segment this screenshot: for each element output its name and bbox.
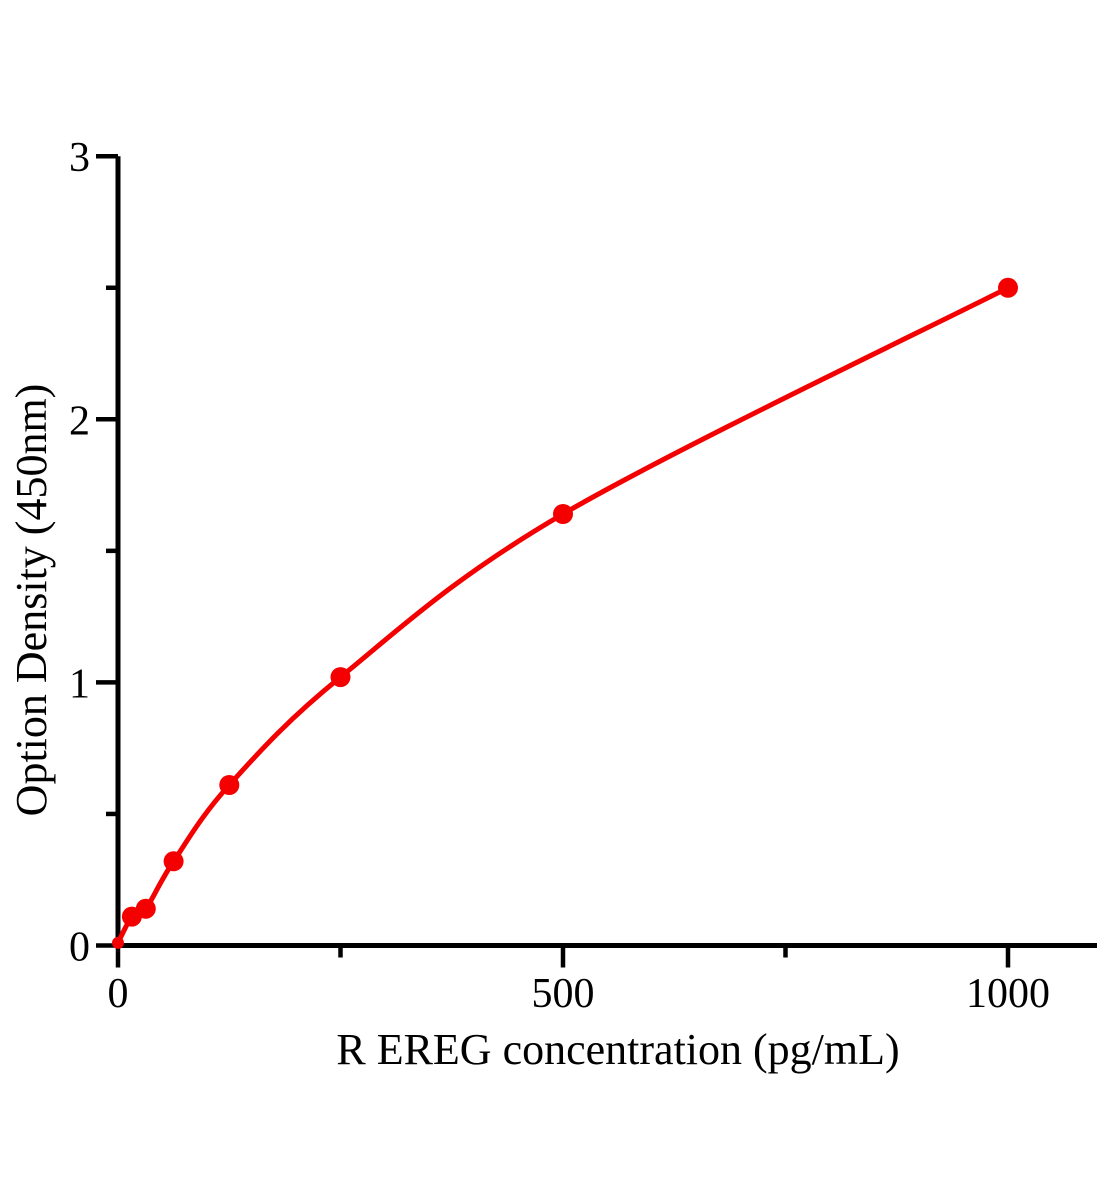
data-points [112,277,1018,949]
data-point-marker [163,851,184,872]
axes [96,153,1097,968]
data-point-marker [135,898,156,919]
y-tick-label: 2 [69,398,90,444]
standard-curve-line [115,285,1011,946]
data-point-marker [330,667,351,688]
data-point-marker [553,504,573,524]
data-point-marker [219,775,240,795]
y-tick-label: 0 [69,925,90,971]
y-tick-label: 3 [69,135,90,181]
x-tick-label: 500 [532,971,595,1017]
x-tick-label: 1000 [966,971,1050,1017]
data-point-marker [112,936,124,949]
data-point-marker [998,277,1018,298]
y-axis-label: Option Density (450nm) [7,384,56,817]
x-axis-label: R EREG concentration (pg/mL) [336,1025,899,1074]
x-tick-label: 0 [108,971,129,1017]
y-tick-label: 1 [69,661,90,707]
tick-labels: 0 500 1000 0 1 2 3 [69,135,1050,1017]
